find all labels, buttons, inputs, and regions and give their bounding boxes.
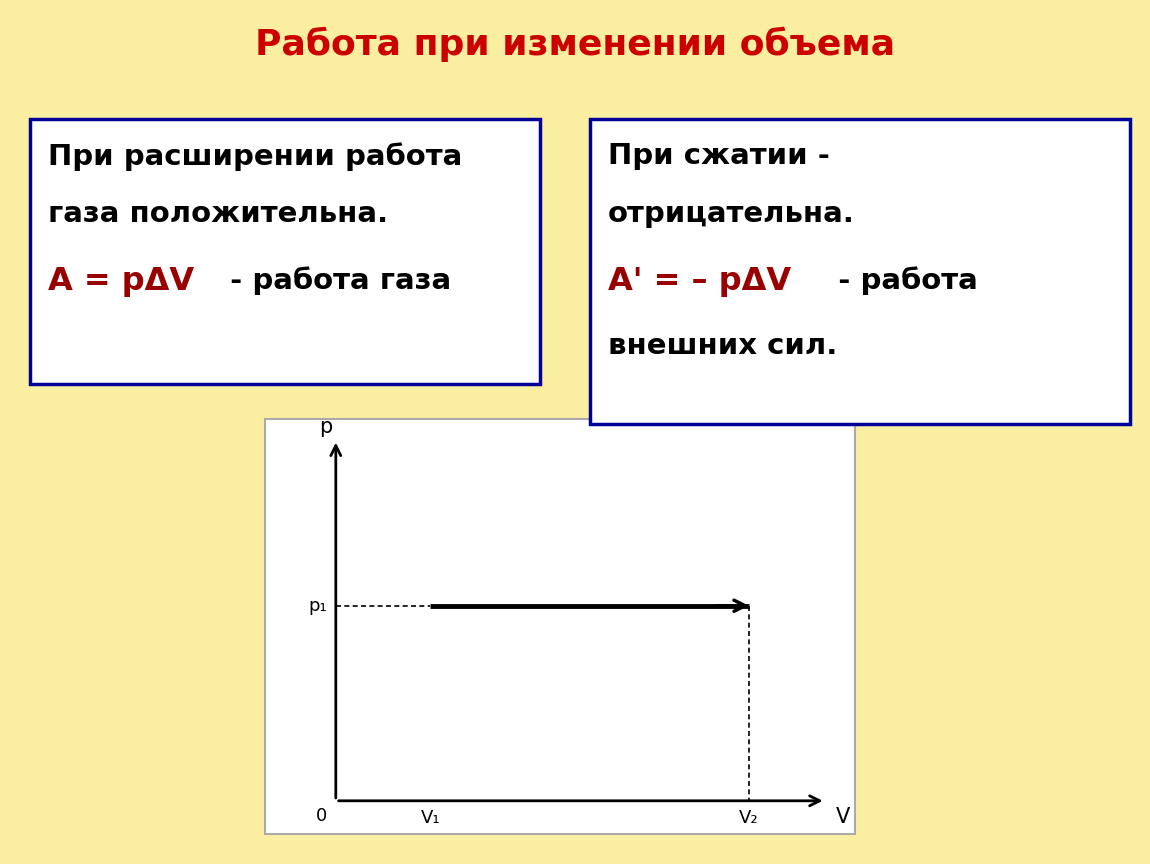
Bar xyxy=(590,119,1130,424)
Text: Работа при изменении объема: Работа при изменении объема xyxy=(255,26,895,61)
Text: А' = – рΔV: А' = – рΔV xyxy=(608,266,791,297)
Text: При сжатии -: При сжатии - xyxy=(608,142,830,170)
Text: газа положительна.: газа положительна. xyxy=(48,200,389,228)
Bar xyxy=(30,119,540,384)
Text: p: p xyxy=(320,417,332,437)
Text: V: V xyxy=(836,807,850,827)
Text: - работа: - работа xyxy=(818,266,978,295)
Text: отрицательна.: отрицательна. xyxy=(608,200,854,228)
Text: При расширении работа: При расширении работа xyxy=(48,142,462,171)
Text: 0: 0 xyxy=(316,807,327,825)
Text: V₁: V₁ xyxy=(421,809,440,827)
Text: p₁: p₁ xyxy=(308,597,327,615)
Text: внешних сил.: внешних сил. xyxy=(608,332,837,360)
Bar xyxy=(264,419,854,834)
Text: V₂: V₂ xyxy=(739,809,759,827)
Text: - работа газа: - работа газа xyxy=(220,266,451,295)
Text: А = рΔV: А = рΔV xyxy=(48,266,194,297)
